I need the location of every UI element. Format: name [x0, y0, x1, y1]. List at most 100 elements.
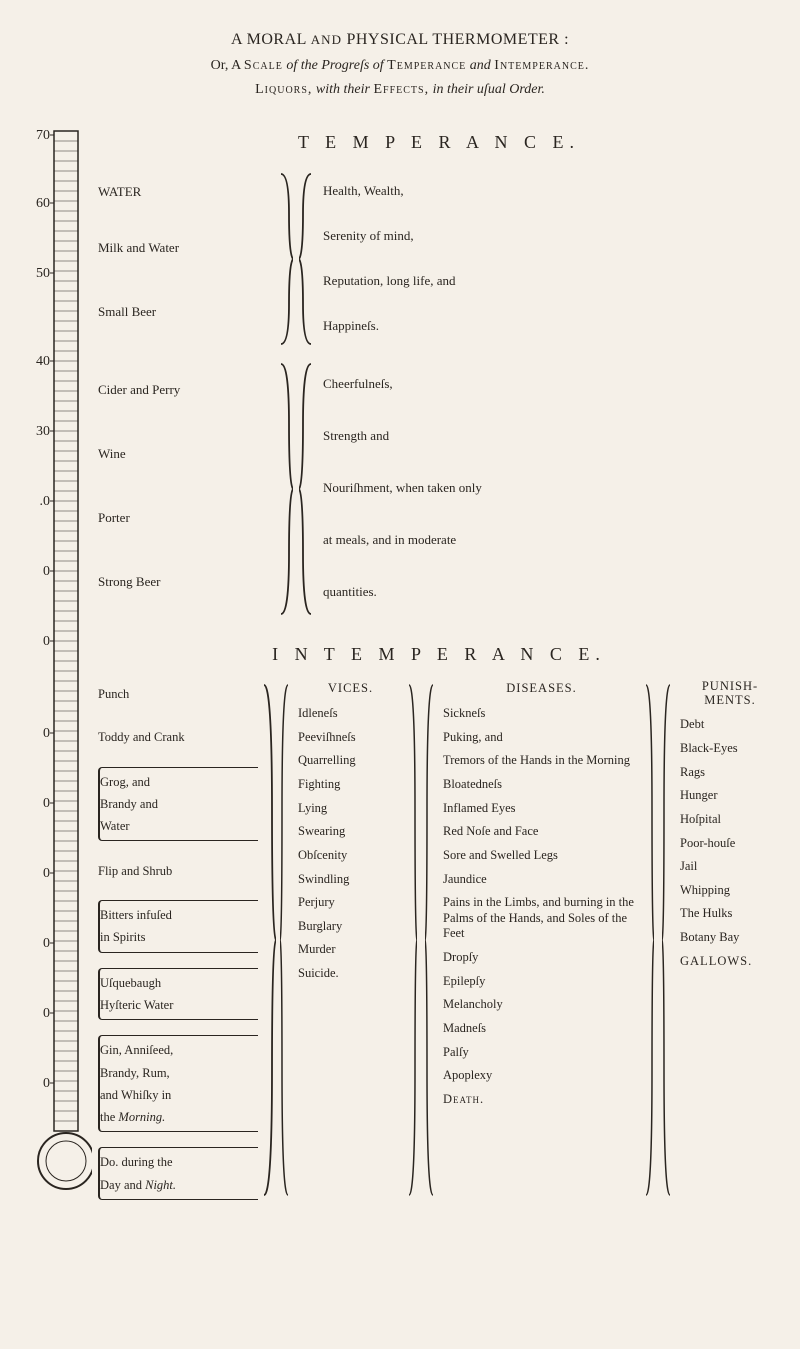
- vice-item: Swearing: [298, 820, 403, 844]
- disease-item: Jaundice: [443, 868, 640, 892]
- vice-item: Perjury: [298, 891, 403, 915]
- liquors-upper: WATER Milk and Water Small Beer: [98, 169, 273, 349]
- disease-item: Sore and Swelled Legs: [443, 844, 640, 868]
- disease-item: Death.: [443, 1088, 640, 1112]
- disease-item: Bloatedneſs: [443, 773, 640, 797]
- disease-item: Apoplexy: [443, 1064, 640, 1088]
- title-part: Temperance: [387, 58, 466, 73]
- effect-item: Nouriſhment, when taken only: [323, 474, 780, 503]
- vice-item: Fighting: [298, 773, 403, 797]
- effect-item: Happineſs.: [323, 312, 780, 341]
- effect-item: Reputation, long life, and: [323, 267, 780, 296]
- disease-item: Sickneſs: [443, 702, 640, 726]
- liquor-subline: in Spirits: [100, 926, 258, 948]
- svg-text:0: 0: [43, 1076, 50, 1091]
- liquor-item: Wine: [98, 423, 273, 487]
- brace-icon: [262, 680, 276, 1200]
- punishment-item: Debt: [680, 713, 780, 737]
- title-part: Or, A: [211, 58, 241, 73]
- punishment-item: Whipping: [680, 879, 780, 903]
- svg-text:70: 70: [36, 128, 50, 143]
- liquor-item: Bitters infuſed in Spirits: [98, 900, 258, 953]
- liquor-subline: Day and Night.: [100, 1174, 258, 1196]
- svg-text:30: 30: [36, 424, 50, 439]
- liquor-item: Cider and Perry: [98, 359, 273, 423]
- title-part: Scale: [244, 58, 283, 73]
- effect-item: Strength and: [323, 422, 780, 451]
- intemperance-heading: I N T E M P E R A N C E.: [98, 643, 780, 666]
- vice-item: Quarrelling: [298, 749, 403, 773]
- title-part: and: [470, 58, 491, 73]
- title-line-2: Or, A Scale of the Progreſs of Temperanc…: [20, 57, 780, 75]
- punishments-column: PUNISH-MENTS. DebtBlack-EyesRagsHungerHo…: [680, 680, 780, 1200]
- temperance-heading: T E M P E R A N C E.: [98, 131, 780, 154]
- punishment-item: Poor-houſe: [680, 832, 780, 856]
- disease-item: Epilepſy: [443, 970, 640, 994]
- liquor-subline: Do. during the: [100, 1151, 258, 1173]
- disease-item: Puking, and: [443, 726, 640, 750]
- vice-item: Idleneſs: [298, 702, 403, 726]
- effects-lower: Cheerfulneſs, Strength and Nouriſhment, …: [319, 359, 780, 619]
- effect-item: Serenity of mind,: [323, 222, 780, 251]
- effect-item: quantities.: [323, 578, 780, 607]
- liquor-item: Toddy and Crank: [98, 723, 258, 751]
- intemperance-liquors: PunchToddy and CrankGrog, andBrandy andW…: [98, 680, 258, 1200]
- svg-text:50: 50: [36, 266, 50, 281]
- svg-text:60: 60: [36, 196, 50, 211]
- svg-text:0: 0: [43, 564, 50, 579]
- svg-text:0: 0: [43, 634, 50, 649]
- brace-icon: [280, 680, 294, 1200]
- disease-item: Tremors of the Hands in the Morning: [443, 749, 640, 773]
- liquor-subline: Grog, and: [100, 771, 258, 793]
- disease-item: Dropſy: [443, 946, 640, 970]
- liquor-item: Grog, andBrandy andWater: [98, 767, 258, 842]
- title-line-1: A MORAL AND PHYSICAL THERMOMETER :: [20, 30, 780, 51]
- thermometer-column: 70 60 50 40 30 .0 0 0 0: [20, 121, 92, 1201]
- punishments-header: PUNISH-MENTS.: [680, 680, 780, 708]
- punishment-item: Hunger: [680, 784, 780, 808]
- disease-item: Palſy: [443, 1041, 640, 1065]
- liquor-subline: Brandy and: [100, 793, 258, 815]
- vice-item: Swindling: [298, 868, 403, 892]
- title-part: in their uſual Order.: [433, 82, 545, 97]
- diseases-column: DISEASES. SickneſsPuking, andTremors of …: [443, 680, 640, 1200]
- title-part: Liquors,: [255, 82, 312, 97]
- brace-icon: [662, 680, 676, 1200]
- disease-item: Pains in the Limbs, and burning in the P…: [443, 891, 640, 946]
- title-part: PHYSICAL THERMOMETER :: [346, 31, 569, 48]
- vices-column: VICES. IdleneſsPeeviſhneſsQuarrellingFig…: [298, 680, 403, 1200]
- svg-text:0: 0: [43, 866, 50, 881]
- vice-item: Obſcenity: [298, 844, 403, 868]
- liquor-item: Strong Beer: [98, 551, 273, 615]
- brace-icon: [425, 680, 439, 1200]
- liquor-item: Small Beer: [98, 281, 273, 345]
- brace-icon: [407, 680, 421, 1200]
- effect-item: Cheerfulneſs,: [323, 370, 780, 399]
- punishment-item: Black-Eyes: [680, 737, 780, 761]
- punishment-item: Jail: [680, 855, 780, 879]
- punishment-item: Botany Bay: [680, 926, 780, 950]
- svg-text:0: 0: [43, 726, 50, 741]
- svg-text:.0: .0: [40, 494, 51, 509]
- liquor-subline: Water: [100, 815, 258, 837]
- title-part: Intemperance.: [494, 58, 589, 73]
- liquor-item: Gin, Anniſeed,Brandy, Rum,and Whiſky int…: [98, 1035, 258, 1132]
- liquor-subline: the Morning.: [100, 1106, 258, 1128]
- brace-icon: [279, 359, 293, 619]
- disease-item: Red Noſe and Face: [443, 820, 640, 844]
- title-part: of the Progreſs of: [286, 58, 383, 73]
- title-part: A MORAL: [231, 31, 306, 48]
- liquor-subline: Gin, Anniſeed,: [100, 1039, 258, 1061]
- liquor-item: Porter: [98, 487, 273, 551]
- title-line-3: Liquors, with their Effects, in their uſ…: [20, 81, 780, 99]
- liquor-item: Milk and Water: [98, 217, 273, 281]
- punishment-item: Hoſpital: [680, 808, 780, 832]
- vice-item: Peeviſhneſs: [298, 726, 403, 750]
- disease-item: Madneſs: [443, 1017, 640, 1041]
- title-part: with their: [316, 82, 370, 97]
- liquors-lower: Cider and Perry Wine Porter Strong Beer: [98, 359, 273, 619]
- svg-text:40: 40: [36, 354, 50, 369]
- svg-text:0: 0: [43, 796, 50, 811]
- intemperance-grid: PunchToddy and CrankGrog, andBrandy andW…: [98, 680, 780, 1200]
- brace-icon: [299, 359, 313, 619]
